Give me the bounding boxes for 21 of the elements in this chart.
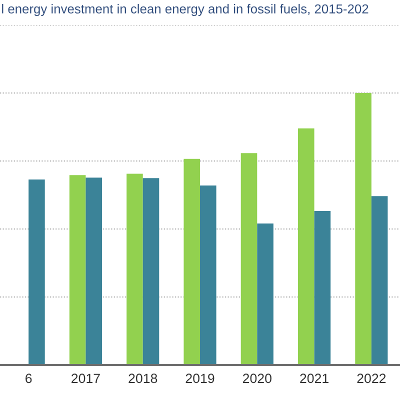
x-tick-label: 2021 [300,374,328,384]
bar [257,224,274,365]
bar [298,128,314,365]
bar [355,93,372,365]
bar [86,178,102,365]
x-tick-label: 2020 [242,374,272,384]
bar [184,158,200,365]
x-tick-label: 2018 [128,374,158,384]
bar [142,178,160,365]
x-tick-label: 6 [26,374,32,384]
x-tick-label: 2019 [186,374,214,384]
bar [240,153,258,365]
chart-title: l energy investment in clean energy and in fossil fuels, 2015-202 [2,4,368,16]
bar [314,211,331,365]
bar [371,196,388,365]
x-tick-label: 2022 [357,374,386,384]
x-tick-label: 2017 [72,374,100,384]
bar [28,179,45,365]
bar [126,174,143,365]
bar [69,175,86,365]
bar [200,185,216,365]
